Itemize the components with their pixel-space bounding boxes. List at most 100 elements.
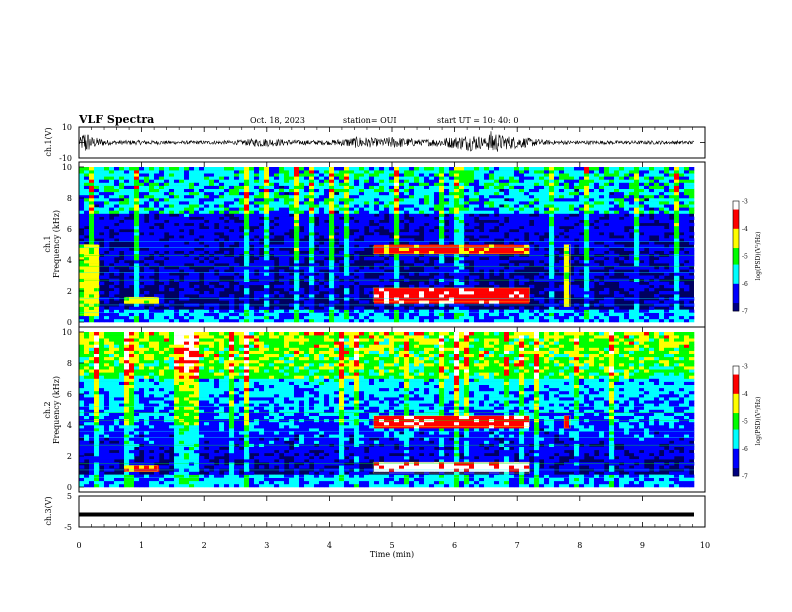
spectrogram-cell — [254, 194, 260, 199]
spectrogram-cell — [654, 318, 660, 323]
spectrogram-cell — [614, 179, 620, 183]
spectrogram-cell — [109, 315, 115, 320]
spectrogram-cell — [359, 204, 365, 208]
spectrogram-cell — [179, 170, 185, 174]
spectrogram-cell — [384, 275, 390, 279]
spectrogram-cell — [419, 247, 425, 251]
spectrogram-cell — [349, 170, 355, 174]
spectrogram-cell — [689, 185, 695, 189]
spectrogram-cell — [584, 235, 590, 239]
spectrogram-cell — [119, 188, 125, 193]
spectrogram-cell — [549, 241, 555, 245]
spectrogram-cell — [264, 235, 270, 239]
spectrogram-cell — [189, 176, 195, 180]
spectrogram-cell — [389, 291, 395, 295]
spectrogram-cell — [89, 263, 95, 267]
spectrogram-cell — [79, 256, 85, 261]
spectrogram-cell — [399, 256, 405, 261]
spectrogram-cell — [369, 309, 375, 313]
spectrogram-cell — [484, 291, 490, 295]
spectrogram-cell — [289, 201, 295, 205]
spectrogram-cell — [554, 229, 560, 233]
spectrogram-cell — [669, 207, 675, 211]
spectrogram-cell — [379, 198, 385, 202]
spectrogram-cell — [174, 315, 180, 320]
spectrogram-cell — [679, 194, 685, 199]
spectrogram-cell — [229, 232, 235, 236]
spectrogram-cell — [239, 188, 245, 193]
spectrogram-cell — [129, 182, 135, 186]
spectrogram-cell — [674, 191, 680, 196]
spectrogram-cell — [89, 256, 95, 261]
spectrogram-cell — [599, 238, 605, 242]
spectrogram-cell — [454, 315, 460, 320]
spectrogram-cell — [354, 167, 360, 171]
spectrogram-cell — [269, 275, 275, 279]
spectrogram-cell — [394, 241, 400, 245]
spectrogram-cell — [89, 397, 95, 401]
spectrogram-ytick-label: 0 — [67, 318, 72, 327]
spectrogram-cell — [119, 213, 125, 217]
spectrogram-cell — [79, 425, 85, 429]
spectrogram-cell — [364, 266, 370, 270]
spectrogram-cell — [299, 191, 305, 196]
spectrogram-cell — [324, 222, 330, 227]
spectrogram-cell — [84, 369, 90, 373]
spectrogram-cell — [319, 185, 325, 189]
spectrogram-cell — [414, 213, 420, 217]
spectrogram-cell — [139, 179, 145, 183]
spectrogram-cell — [574, 315, 580, 320]
spectrogram-cell — [374, 188, 380, 193]
spectrogram-cell — [684, 185, 690, 189]
spectrogram-cell — [234, 287, 240, 292]
spectrogram-cell — [459, 225, 465, 230]
spectrogram-cell — [359, 191, 365, 196]
spectrogram-cell — [504, 309, 510, 313]
spectrogram-cell — [139, 222, 145, 227]
spectrogram-cell — [269, 309, 275, 313]
spectrogram-cell — [564, 269, 570, 273]
spectrogram-cell — [149, 198, 155, 202]
spectrogram-cell — [689, 247, 695, 251]
spectrogram-cell — [359, 198, 365, 202]
spectrogram-cell — [249, 182, 255, 186]
spectrogram-cell — [269, 188, 275, 193]
spectrogram-cell — [524, 198, 530, 202]
spectrogram-cell — [89, 266, 95, 270]
spectrogram-cell — [124, 219, 130, 224]
spectrogram-cell — [534, 229, 540, 233]
spectrogram-cell — [119, 318, 125, 323]
spectrogram-cell — [169, 241, 175, 245]
spectrogram-cell — [159, 275, 165, 279]
spectrogram-cell — [509, 284, 515, 289]
spectrogram-cell — [684, 312, 690, 317]
spectrogram-cell — [609, 309, 615, 313]
spectrogram-cell — [659, 207, 665, 211]
spectrogram-cell — [539, 216, 545, 220]
spectrogram-cell — [224, 216, 230, 220]
spectrogram-cell — [94, 477, 100, 482]
spectrogram-cell — [324, 235, 330, 239]
spectrogram-cell — [629, 238, 635, 242]
spectrogram-cell — [239, 173, 245, 177]
spectrogram-cell — [569, 309, 575, 313]
spectrogram-cell — [224, 312, 230, 317]
spectrogram-cell — [249, 194, 255, 199]
spectrogram-cell — [509, 213, 515, 217]
spectrogram-cell — [79, 406, 85, 410]
spectrogram-cell — [629, 182, 635, 186]
spectrogram-cell — [354, 312, 360, 317]
spectrogram-cell — [394, 315, 400, 320]
spectrogram-cell — [284, 235, 290, 239]
spectrogram-cell — [549, 312, 555, 317]
spectrogram-cell — [574, 210, 580, 214]
spectrogram-cell — [684, 263, 690, 267]
spectrogram-cell — [299, 315, 305, 320]
spectrogram-cell — [234, 315, 240, 320]
spectrogram-cell — [674, 284, 680, 289]
spectrogram-cell — [379, 256, 385, 261]
spectrogram-cell — [629, 291, 635, 295]
spectrogram-cell — [644, 229, 650, 233]
spectrogram-cell — [404, 167, 410, 171]
spectrogram-cell — [149, 250, 155, 255]
